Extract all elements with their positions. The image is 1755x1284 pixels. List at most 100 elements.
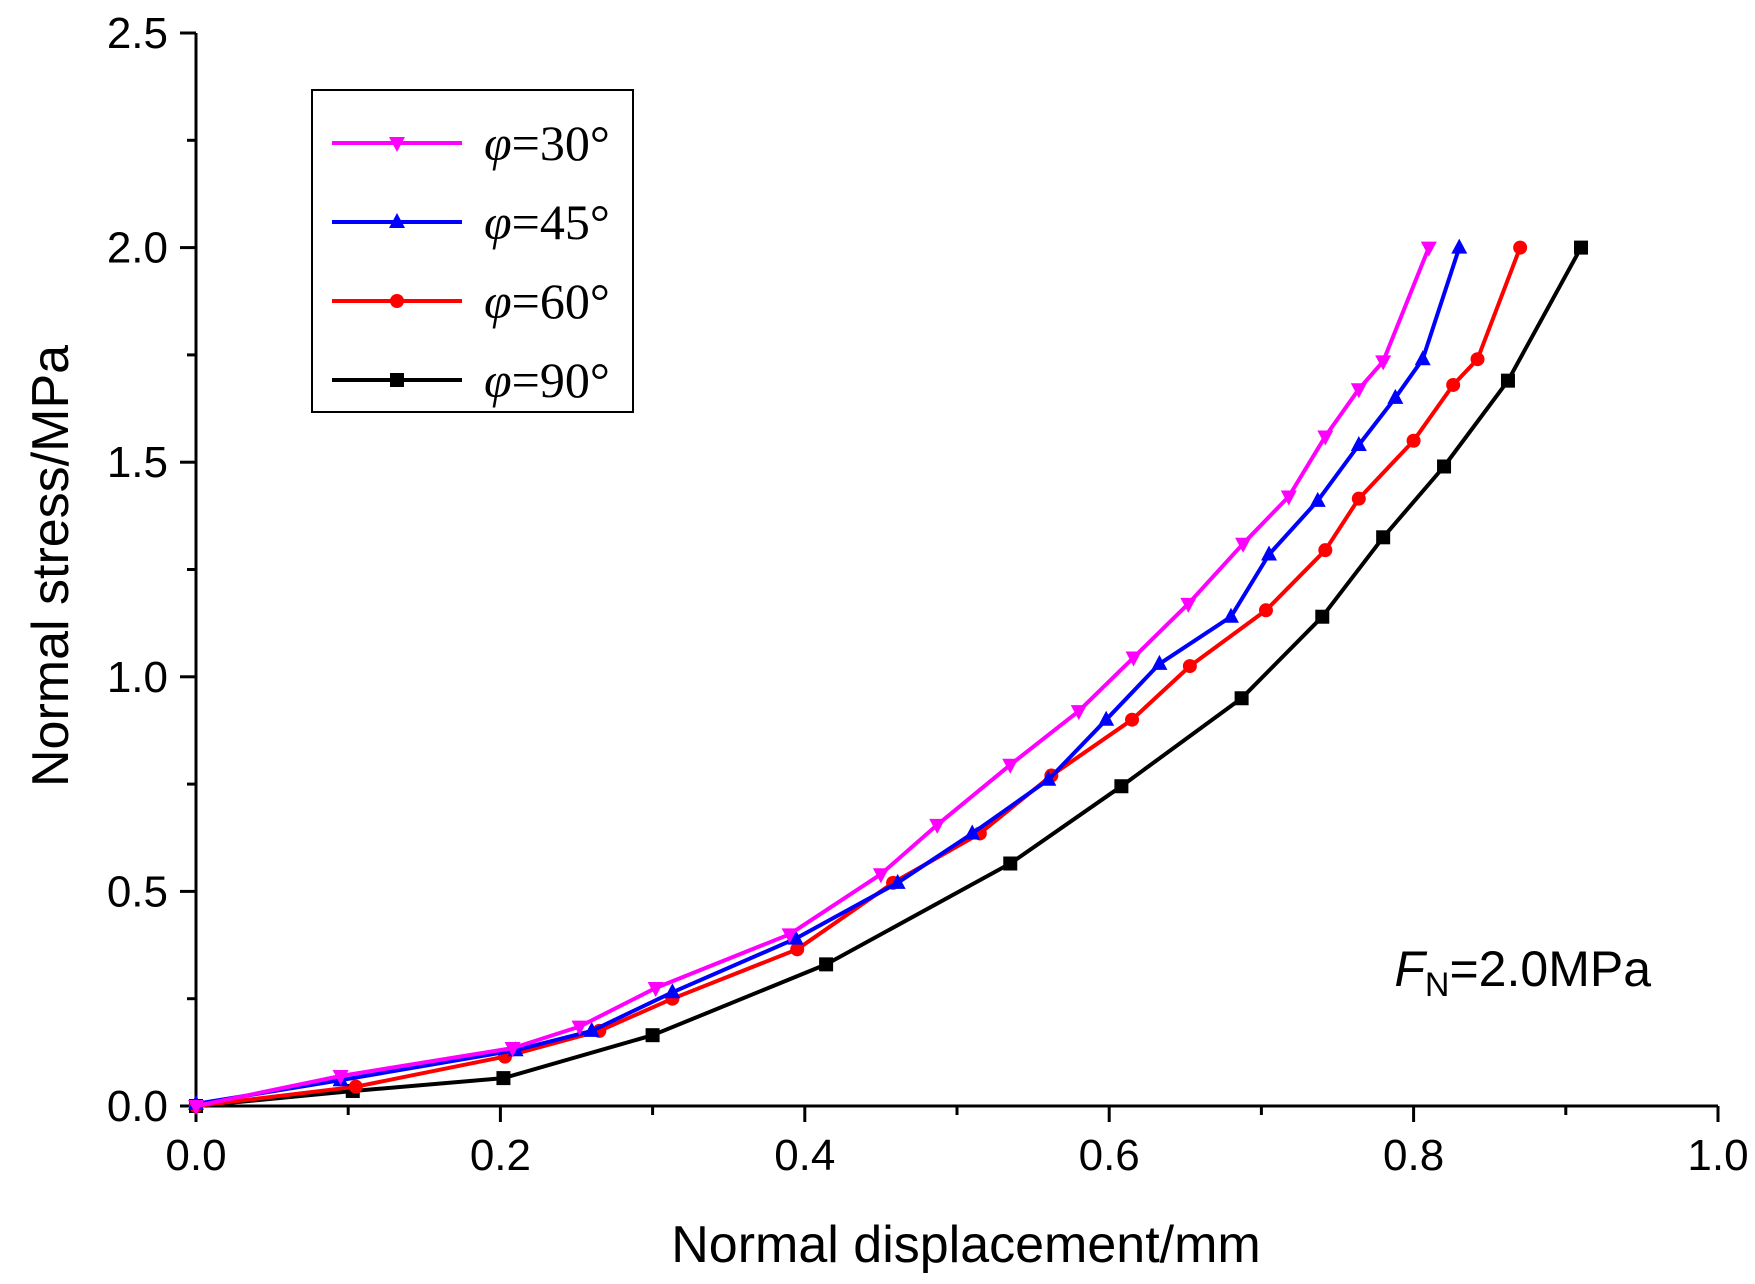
data-point: [929, 818, 946, 834]
x-tick-label: 0.8: [1383, 1131, 1444, 1180]
legend-value: =30°: [512, 115, 610, 171]
series-line: [195, 246, 1522, 1108]
data-point: [1125, 651, 1142, 667]
legend-value: =90°: [512, 352, 610, 408]
data-point: [496, 1071, 511, 1086]
x-tick-label: 0.4: [774, 1131, 835, 1180]
data-point: [1002, 758, 1019, 774]
x-tick-label: 0.0: [165, 1131, 226, 1180]
data-point: [1318, 543, 1333, 558]
data-point: [1375, 355, 1392, 371]
data-point: [390, 373, 404, 387]
data-point: [1261, 545, 1278, 561]
legend-value: =60°: [512, 273, 610, 329]
x-tick-label: 1.0: [1687, 1131, 1748, 1180]
data-point: [1070, 705, 1087, 721]
annotation-value: =2.0MPa: [1449, 941, 1651, 997]
data-point: [781, 928, 798, 944]
data-point: [1114, 779, 1129, 794]
data-point: [664, 983, 681, 999]
data-point: [504, 1042, 521, 1058]
axes: 0.0 0.2 0.4 0.6 0.8 1.0 0.0 0.5 1.0 1.5 2.0 2.5: [107, 9, 1749, 1180]
legend-symbol: φ: [484, 273, 512, 329]
data-point: [1574, 240, 1589, 255]
series-triangle-down: [188, 241, 1437, 1115]
data-point: [1351, 491, 1366, 506]
data-point: [1437, 459, 1452, 474]
legend-label: φ=45°: [484, 194, 610, 250]
data-point: [571, 1020, 588, 1036]
data-point: [1420, 241, 1437, 257]
annotation-symbol: F: [1394, 941, 1427, 997]
data-point: [1513, 240, 1528, 255]
y-tick-label: 0.0: [107, 1082, 168, 1131]
data-point: [1098, 710, 1115, 726]
legend-label: φ=90°: [484, 352, 610, 408]
legend-symbol: φ: [484, 194, 512, 250]
data-point: [872, 868, 889, 884]
legend-symbol: φ: [484, 115, 512, 171]
data-point: [1234, 691, 1249, 706]
data-point: [390, 294, 404, 308]
series-layer: [188, 238, 1589, 1115]
data-point: [647, 981, 664, 997]
data-point: [819, 957, 834, 972]
data-point: [1500, 373, 1515, 388]
legend-symbol: φ: [484, 352, 512, 408]
data-point: [787, 929, 804, 945]
data-point: [1182, 659, 1197, 674]
data-point: [1317, 430, 1334, 446]
x-tick-label: 0.2: [470, 1131, 531, 1180]
data-point: [1446, 377, 1461, 392]
data-point: [1350, 383, 1367, 399]
data-point: [645, 1028, 660, 1043]
y-tick-label: 0.5: [107, 867, 168, 916]
y-tick-label: 2.5: [107, 9, 168, 58]
data-point: [1387, 388, 1404, 404]
data-point: [1414, 350, 1431, 366]
legend: φ=30°φ=45°φ=60°φ=90°: [311, 89, 634, 413]
data-point: [790, 942, 805, 957]
data-point: [1235, 537, 1252, 553]
data-point: [1350, 436, 1367, 452]
data-point: [1180, 597, 1197, 613]
data-point: [348, 1079, 363, 1094]
data-point: [1406, 433, 1421, 448]
data-point: [1222, 607, 1239, 623]
data-point: [583, 1021, 600, 1037]
data-point: [889, 873, 906, 889]
y-tick-label: 1.5: [107, 438, 168, 487]
x-tick-label: 0.6: [1079, 1131, 1140, 1180]
legend-item: φ=45°: [332, 194, 610, 250]
legend-label: φ=30°: [484, 115, 610, 171]
data-point: [1280, 490, 1297, 506]
legend-value: =45°: [512, 194, 610, 250]
data-point: [1470, 352, 1485, 367]
condition-annotation: FN=2.0MPa: [1394, 941, 1651, 1004]
data-point: [1315, 609, 1330, 624]
data-point: [188, 1100, 204, 1115]
series-square: [189, 240, 1589, 1113]
data-point: [389, 137, 405, 152]
data-point: [1040, 770, 1057, 786]
data-point: [1309, 491, 1326, 507]
legend-item: φ=90°: [332, 352, 610, 408]
legend-item: φ=60°: [332, 273, 610, 329]
y-tick-label: 2.0: [107, 224, 168, 273]
annotation-subscript: N: [1425, 966, 1450, 1004]
y-axis-title: Normal stress/MPa: [22, 345, 80, 787]
data-point: [964, 824, 981, 840]
data-point: [1125, 712, 1140, 727]
data-point: [1451, 238, 1468, 254]
series-line: [195, 246, 1431, 1108]
data-point: [1003, 856, 1018, 871]
data-point: [1151, 654, 1168, 670]
legend-item: φ=30°: [332, 115, 610, 171]
data-point: [1258, 603, 1273, 618]
data-point: [1376, 530, 1391, 545]
data-point: [332, 1069, 349, 1085]
y-tick-label: 1.0: [107, 653, 168, 702]
data-point: [389, 213, 405, 228]
legend-label: φ=60°: [484, 273, 610, 329]
